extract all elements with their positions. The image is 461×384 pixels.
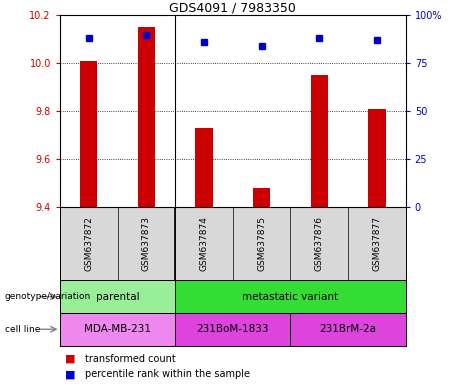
Bar — [368, 109, 385, 207]
Text: 231BoM-1833: 231BoM-1833 — [196, 324, 269, 334]
Bar — [80, 61, 97, 207]
Bar — [311, 75, 328, 207]
Bar — [175, 313, 290, 346]
Text: MDA-MB-231: MDA-MB-231 — [84, 324, 151, 334]
Text: metastatic variant: metastatic variant — [242, 291, 338, 302]
Text: 231BrM-2a: 231BrM-2a — [319, 324, 377, 334]
Text: GSM637875: GSM637875 — [257, 216, 266, 271]
Text: genotype/variation: genotype/variation — [5, 292, 91, 301]
Title: GDS4091 / 7983350: GDS4091 / 7983350 — [169, 1, 296, 14]
Bar — [60, 280, 175, 313]
Text: GSM637874: GSM637874 — [200, 217, 208, 271]
Text: GSM637872: GSM637872 — [84, 217, 93, 271]
Text: ■: ■ — [65, 369, 75, 379]
Bar — [60, 313, 175, 346]
Bar — [290, 313, 406, 346]
Bar — [138, 27, 155, 207]
Text: ■: ■ — [65, 354, 75, 364]
Text: GSM637873: GSM637873 — [142, 216, 151, 271]
Text: parental: parental — [96, 291, 139, 302]
Text: GSM637876: GSM637876 — [315, 216, 324, 271]
Text: transformed count: transformed count — [85, 354, 176, 364]
Text: percentile rank within the sample: percentile rank within the sample — [85, 369, 250, 379]
Bar — [253, 188, 270, 207]
Bar — [175, 280, 406, 313]
Text: GSM637877: GSM637877 — [372, 216, 381, 271]
Bar — [195, 128, 213, 207]
Text: cell line: cell line — [5, 325, 40, 334]
